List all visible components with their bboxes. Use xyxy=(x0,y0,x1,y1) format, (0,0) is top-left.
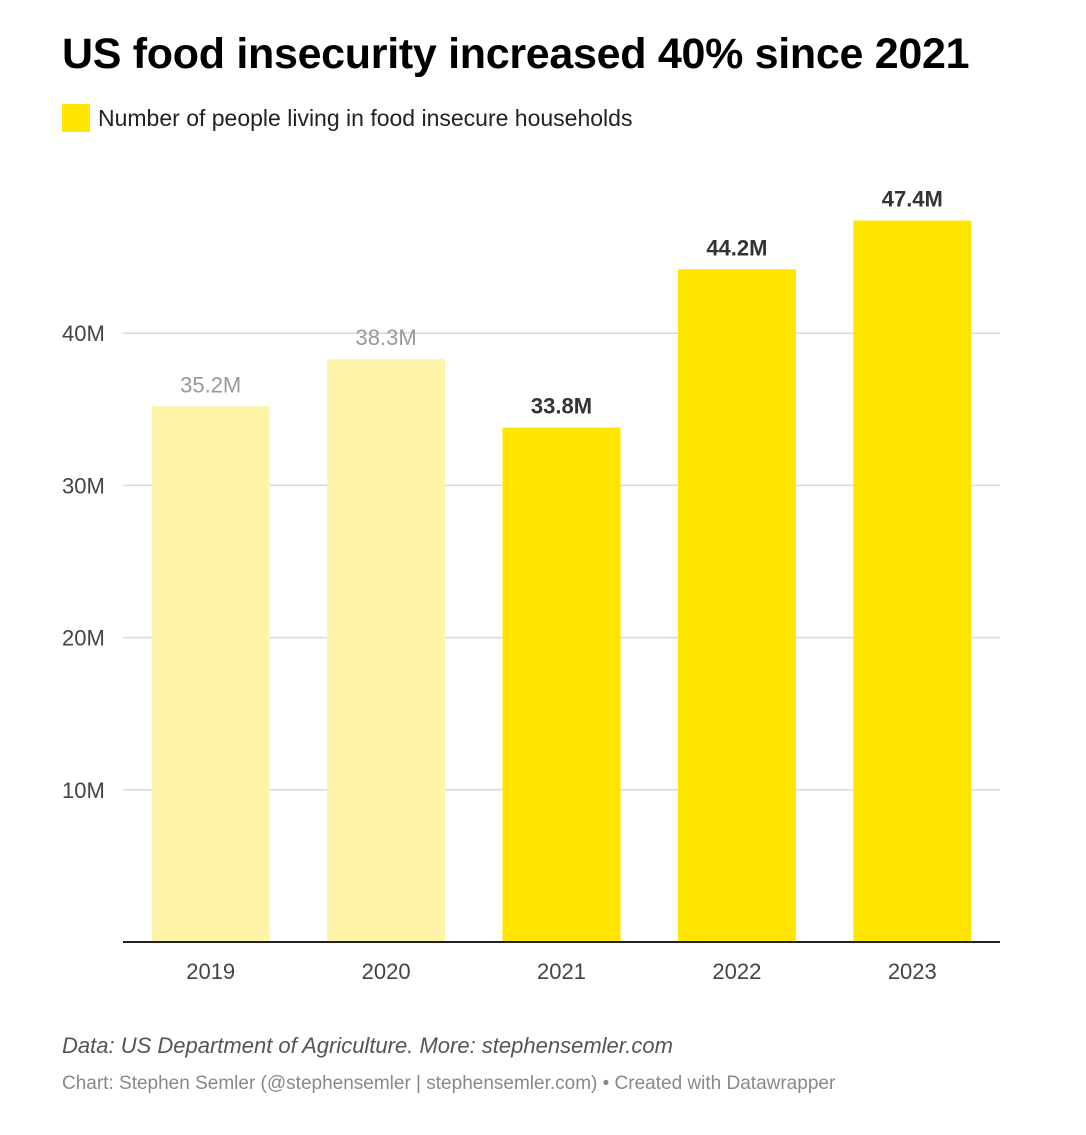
bar-2020 xyxy=(327,359,446,943)
y-tick-label: 30M xyxy=(62,473,105,498)
data-label-2019: 35.2M xyxy=(180,372,241,397)
source-note: Data: US Department of Agriculture. More… xyxy=(62,1033,673,1058)
bar-chart: 10M 20M 30M 40M 35.2M 2019 38.3M 2020 33.8M 2021 4… xyxy=(62,187,1000,984)
legend: Number of people living in food insecure… xyxy=(62,104,632,132)
legend-label: Number of people living in food insecure… xyxy=(98,104,633,131)
y-tick-label: 10M xyxy=(62,778,105,803)
y-tick-label: 40M xyxy=(62,321,105,346)
data-label-2020: 38.3M xyxy=(356,325,417,350)
y-tick-label: 20M xyxy=(62,626,105,651)
chart-credit: Chart: Stephen Semler (@stephensemler | … xyxy=(62,1073,836,1094)
legend-swatch xyxy=(62,104,90,132)
x-tick-label-2023: 2023 xyxy=(888,959,937,984)
data-label-2023: 47.4M xyxy=(882,187,943,212)
bar-2019 xyxy=(151,406,270,942)
x-tick-label-2019: 2019 xyxy=(186,959,235,984)
data-label-2022: 44.2M xyxy=(706,235,767,260)
data-label-2021: 33.8M xyxy=(531,394,592,419)
chart-title: US food insecurity increased 40% since 2… xyxy=(62,30,970,78)
x-tick-label-2020: 2020 xyxy=(362,959,411,984)
bar-2021 xyxy=(502,427,621,943)
bar-2023 xyxy=(853,220,972,942)
x-tick-label-2021: 2021 xyxy=(537,959,586,984)
x-tick-label-2022: 2022 xyxy=(712,959,761,984)
bar-2022 xyxy=(677,269,796,942)
